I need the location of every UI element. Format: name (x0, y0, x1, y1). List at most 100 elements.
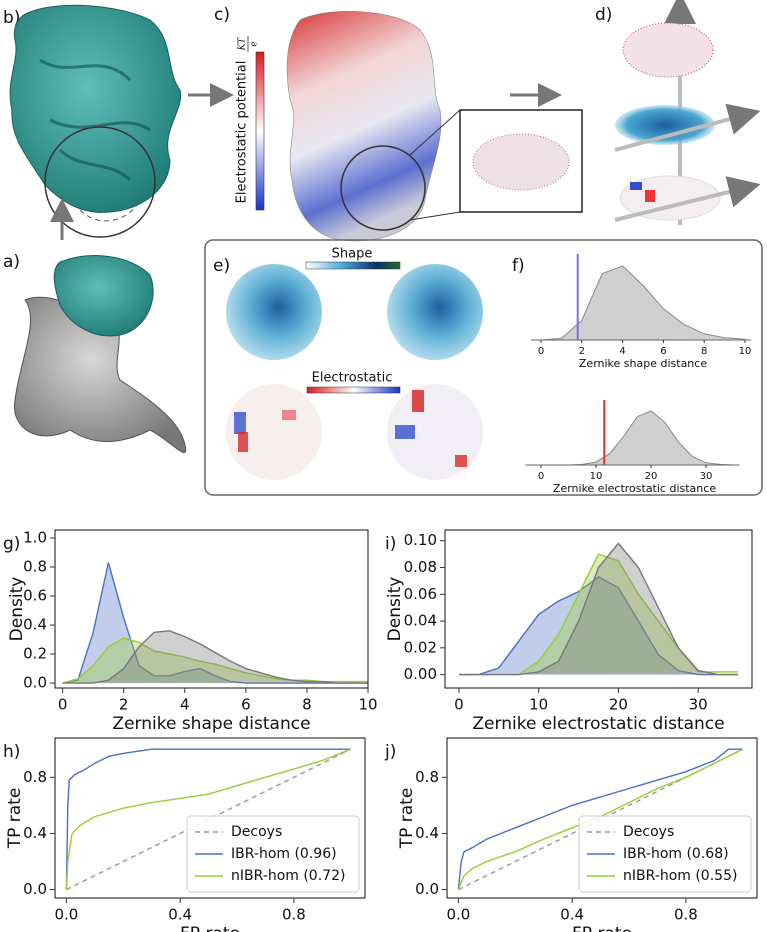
x-tick-label: 2 (119, 696, 129, 714)
x-tick-label: 4 (619, 346, 625, 357)
disk-cell (412, 390, 424, 412)
axis-arrow (614, 103, 761, 152)
density-area (540, 265, 746, 341)
y-tick-label: 0.02 (404, 638, 437, 656)
zoom-line (409, 109, 461, 156)
x-tick-label: 30 (689, 696, 708, 714)
y-tick-label: 1.0 (23, 528, 47, 546)
cartoon (39, 58, 151, 182)
shape-disk (615, 105, 715, 145)
density-area (62, 630, 368, 684)
x-tick-label: 10 (739, 346, 752, 357)
x-tick-label: 0.8 (282, 906, 306, 924)
x-axis-label: FP rate (572, 924, 632, 932)
zoom-line (409, 211, 461, 221)
protein-surface (286, 11, 442, 242)
patch-circle (44, 126, 156, 238)
protein-surface (9, 4, 182, 213)
electrostatic-disk (619, 175, 721, 221)
plot-frame (54, 529, 369, 689)
roc-line (65, 748, 351, 890)
x-tick-label: 2 (579, 346, 585, 357)
x-axis-label: Zernike shape distance (112, 714, 310, 734)
unit-denominator: e (250, 41, 260, 46)
panel-label: d) (595, 5, 612, 25)
colorbar-label: Electrostatic (312, 371, 393, 386)
y-tick-label: 0.10 (404, 531, 437, 549)
x-tick-label: 8 (701, 346, 707, 357)
legend-label: Decoys (231, 824, 282, 840)
x-tick-label: 0 (454, 696, 464, 714)
x-tick-label: 8 (302, 696, 312, 714)
disk-cell (282, 410, 296, 420)
axis-arrow (614, 176, 761, 222)
x-axis-label: Zernike shape distance (579, 357, 707, 370)
panel-label: b) (3, 8, 20, 28)
y-axis-label: TP rate (397, 788, 417, 850)
density-area (459, 576, 738, 676)
panel-label: i) (385, 534, 396, 554)
colorbar (305, 261, 401, 270)
x-tick-label: 10 (529, 696, 548, 714)
roc-line (65, 748, 352, 890)
y-tick-label: 0.08 (404, 558, 437, 576)
colorbar-label: Electrostatic potential (235, 61, 250, 204)
x-tick-label: 0 (538, 471, 544, 482)
x-axis-label: FP rate (180, 924, 240, 932)
y-tick-label: 0.00 (404, 665, 437, 683)
panel-label: a) (3, 252, 20, 272)
x-tick-label: 6 (241, 696, 251, 714)
x-tick-label: 10 (590, 471, 603, 482)
x-tick-label: 6 (660, 346, 666, 357)
shape-disk (226, 264, 322, 360)
x-tick-label: 0.4 (560, 906, 584, 924)
legend-label: Decoys (623, 824, 674, 840)
colorbar-unit: KT e (238, 36, 260, 52)
x-tick-label: 0.4 (168, 906, 192, 924)
y-tick-label: 0.6 (23, 587, 47, 605)
y-tick-label: 0.8 (23, 557, 47, 575)
roc-line (457, 748, 743, 890)
legend-label: IBR-hom (0.68) (623, 846, 729, 862)
panel-label: e) (213, 256, 230, 276)
legend-label: IBR-hom (0.96) (231, 846, 337, 862)
legend-box (186, 815, 360, 893)
density-area (62, 562, 368, 684)
panel-label: g) (3, 534, 20, 554)
disk-cell (630, 182, 642, 190)
y-axis-label: Density (385, 577, 405, 642)
patch-circle (340, 145, 426, 231)
disk-cell (395, 425, 415, 439)
x-tick-label: 0 (538, 346, 544, 357)
legend-label: nIBR-hom (0.72) (231, 868, 345, 884)
patch-arc (79, 199, 141, 222)
electrostatic-disk (226, 384, 322, 480)
disk-cell (645, 190, 655, 202)
y-tick-label: 0.04 (404, 612, 437, 630)
unit-numerator: KT (238, 37, 248, 52)
plot-frame (446, 737, 758, 899)
x-tick-label: 0.0 (54, 906, 78, 924)
y-tick-label: 0.06 (404, 585, 437, 603)
x-axis-label: Zernike electrostatic distance (472, 714, 724, 734)
y-tick-label: 0.8 (415, 768, 439, 786)
y-axis-label: Density (7, 577, 27, 642)
roc-line (66, 748, 352, 891)
colorbar (255, 51, 265, 211)
y-tick-label: 0.0 (23, 674, 47, 692)
x-tick-label: 0.8 (674, 906, 698, 924)
point-cloud (472, 133, 570, 191)
density-area (459, 542, 738, 676)
point-cloud (622, 22, 714, 78)
shape-disk (387, 264, 483, 360)
y-tick-label: 0.0 (415, 880, 439, 898)
x-axis-label: Zernike electrostatic distance (553, 482, 716, 495)
panel-label: c) (214, 5, 230, 25)
x-tick-label: 0.0 (446, 906, 470, 924)
protein-domain (53, 255, 154, 337)
x-tick-label: 0 (58, 696, 68, 714)
y-tick-label: 0.0 (23, 880, 47, 898)
roc-line (457, 748, 744, 890)
disk-cell (455, 455, 467, 467)
